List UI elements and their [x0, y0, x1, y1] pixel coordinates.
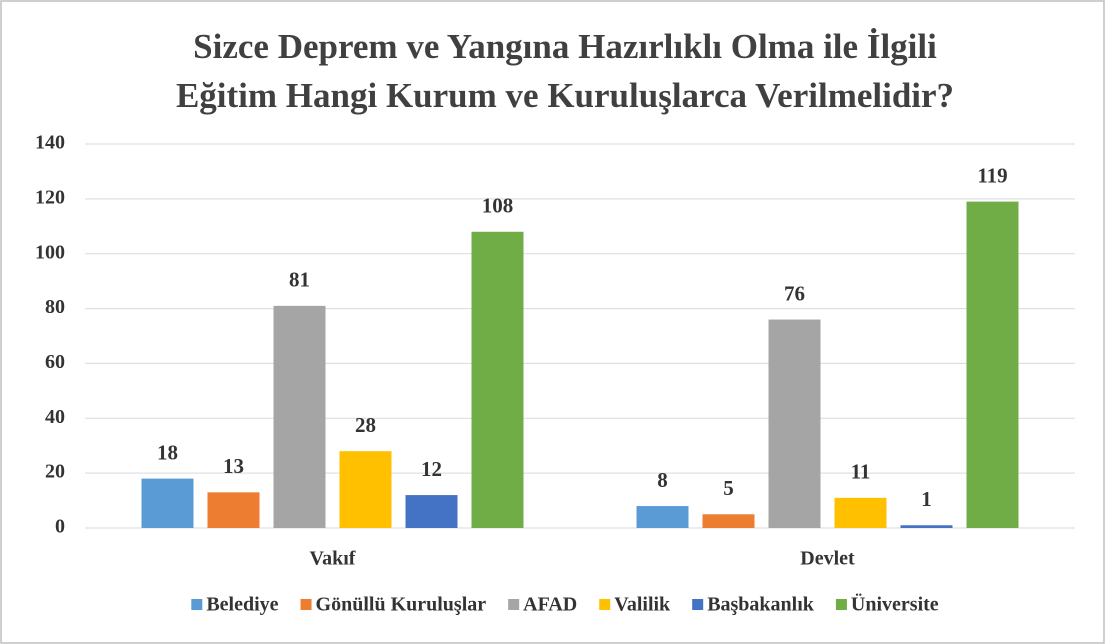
value-label: 12 — [421, 457, 442, 481]
value-label: 11 — [851, 460, 871, 484]
y-tick-label: 20 — [45, 461, 65, 483]
legend-label: Başbakanlık — [707, 594, 815, 616]
value-label: 5 — [723, 476, 734, 500]
legend-label: Gönüllü Kuruluşlar — [316, 594, 487, 616]
value-label: 18 — [157, 440, 178, 464]
bar — [207, 492, 260, 528]
y-tick-label: 0 — [55, 516, 65, 538]
legend-swatch — [599, 599, 611, 610]
bar — [834, 497, 887, 528]
y-tick-label: 100 — [35, 241, 65, 263]
x-tick-label: Vakıf — [310, 548, 356, 570]
chart-title: Sizce Deprem ve Yangına Hazırlıklı Olma … — [193, 27, 937, 66]
legend-label: Valilik — [614, 594, 671, 616]
y-tick-label: 140 — [35, 132, 65, 154]
value-label: 81 — [289, 268, 310, 292]
bar — [768, 319, 821, 528]
value-label: 108 — [482, 194, 514, 218]
bar — [273, 305, 326, 528]
value-label: 1 — [921, 487, 932, 511]
bar — [141, 478, 194, 528]
value-label: 76 — [784, 281, 805, 305]
bar — [405, 495, 458, 528]
bar — [471, 231, 524, 528]
bar — [339, 451, 392, 528]
bar — [966, 201, 1019, 528]
legend-swatch — [300, 599, 312, 610]
value-label: 28 — [355, 413, 376, 437]
legend-swatch — [692, 599, 704, 610]
legend-label: Üniversite — [851, 593, 939, 616]
bar — [702, 514, 755, 528]
bar — [636, 506, 689, 528]
x-tick-label: Devlet — [800, 548, 855, 570]
y-tick-label: 40 — [45, 406, 65, 428]
legend-swatch — [835, 599, 847, 610]
legend-label: Belediye — [206, 594, 278, 616]
legend-swatch — [508, 599, 520, 610]
value-label: 13 — [223, 454, 244, 478]
legend-swatch — [191, 599, 203, 610]
value-label: 8 — [657, 468, 668, 492]
legend-label: AFAD — [523, 594, 577, 616]
bar — [900, 525, 953, 528]
y-tick-label: 80 — [45, 296, 65, 318]
y-tick-label: 120 — [35, 186, 65, 208]
y-tick-label: 60 — [45, 351, 65, 373]
chart-title: Eğitim Hangi Kurum ve Kuruluşlarca Veril… — [176, 76, 954, 115]
value-label: 119 — [977, 163, 1007, 187]
